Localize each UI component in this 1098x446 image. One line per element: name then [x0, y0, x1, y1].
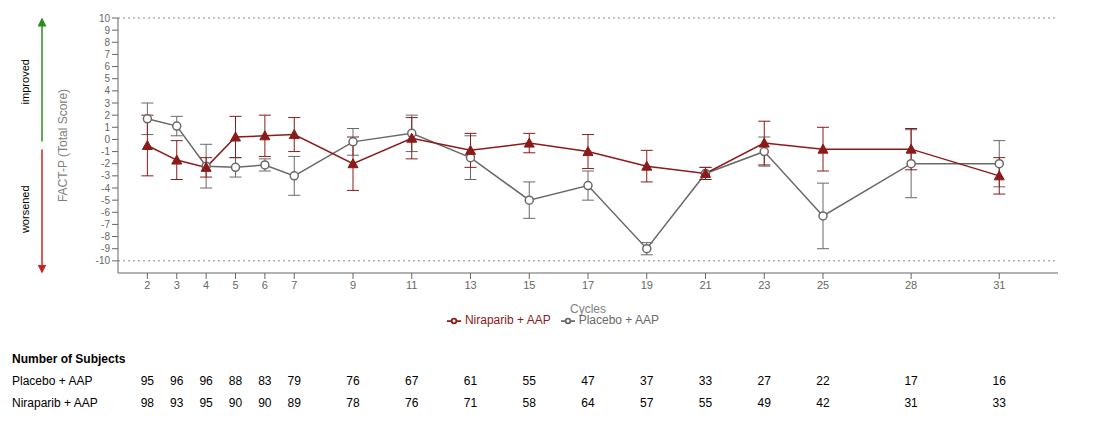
svg-text:6: 6	[262, 279, 268, 291]
html-text:42: 42	[816, 396, 830, 410]
html-text:57: 57	[640, 396, 654, 410]
html-text:16: 16	[992, 374, 1006, 388]
html-text:49: 49	[757, 396, 771, 410]
svg-text:2: 2	[144, 279, 150, 291]
svg-text:1: 1	[104, 122, 110, 133]
svg-text:Cycles: Cycles	[570, 302, 606, 316]
svg-text:25: 25	[817, 279, 829, 291]
html-text:98: 98	[140, 396, 155, 410]
svg-text:-5: -5	[101, 195, 110, 206]
svg-text:-3: -3	[101, 170, 110, 181]
svg-text:7: 7	[291, 279, 297, 291]
svg-text:-1: -1	[101, 146, 110, 157]
html-text:89: 89	[287, 396, 301, 410]
html-text:90: 90	[258, 396, 272, 410]
svg-text:-9: -9	[101, 243, 110, 254]
html-text:83: 83	[258, 374, 272, 388]
svg-text:0: 0	[104, 134, 110, 145]
html-text:55: 55	[522, 374, 536, 388]
svg-text:4: 4	[203, 279, 209, 291]
html-text:64: 64	[581, 396, 595, 410]
svg-text:19: 19	[641, 279, 653, 291]
svg-text:-8: -8	[101, 231, 110, 242]
html-text:37: 37	[640, 374, 654, 388]
svg-text:-6: -6	[101, 207, 110, 218]
html-text:78: 78	[346, 396, 360, 410]
html-text:22: 22	[816, 374, 830, 388]
svg-text:11: 11	[406, 279, 417, 291]
svg-text:improved: improved	[19, 59, 31, 104]
svg-text:2: 2	[104, 110, 110, 121]
html-text:33: 33	[992, 396, 1006, 410]
svg-text:13: 13	[464, 279, 476, 291]
html-text:76: 76	[346, 374, 360, 388]
html-text:93: 93	[170, 396, 184, 410]
html-text:Niraparib + AAP: Niraparib + AAP	[12, 396, 98, 410]
svg-text:31: 31	[993, 279, 1005, 291]
html-text:47: 47	[581, 374, 595, 388]
svg-text:5: 5	[104, 73, 110, 84]
svg-text:-7: -7	[101, 219, 110, 230]
svg-text:6: 6	[104, 61, 110, 72]
html-text:71: 71	[463, 396, 478, 410]
svg-text:4: 4	[104, 85, 110, 96]
svg-text:-10: -10	[96, 255, 111, 266]
html-text:90: 90	[228, 396, 243, 410]
html-text:Placebo + AAP: Placebo + AAP	[12, 374, 93, 388]
svg-text:-4: -4	[101, 183, 110, 194]
svg-text:7: 7	[104, 49, 110, 60]
svg-text:28: 28	[905, 279, 917, 291]
html-text:96: 96	[170, 374, 184, 388]
html-text:Number of Subjects: Number of Subjects	[12, 352, 126, 366]
html-text:17: 17	[904, 374, 918, 388]
html-text:31: 31	[904, 396, 918, 410]
svg-text:23: 23	[758, 279, 770, 291]
svg-text:10: 10	[99, 13, 111, 24]
html-text:27: 27	[757, 374, 771, 388]
html-text:88: 88	[228, 374, 243, 388]
svg-text:17: 17	[582, 279, 594, 291]
html-text:Niraparib + AAP: Niraparib + AAP	[464, 313, 551, 327]
svg-text:FACT-P (Total Score): FACT-P (Total Score)	[56, 89, 70, 202]
html-text:61: 61	[463, 374, 478, 388]
svg-text:9: 9	[350, 279, 356, 291]
html-text:76: 76	[405, 396, 419, 410]
html-text:96: 96	[199, 374, 213, 388]
html-text:Placebo + AAP: Placebo + AAP	[578, 313, 659, 327]
svg-text:9: 9	[104, 25, 110, 36]
html-text:79: 79	[287, 374, 301, 388]
svg-text:15: 15	[523, 279, 535, 291]
svg-text:worsened: worsened	[19, 185, 31, 234]
html-text:33: 33	[698, 374, 713, 388]
svg-text:5: 5	[232, 279, 238, 291]
html-text:95: 95	[199, 396, 213, 410]
svg-text:3: 3	[174, 279, 180, 291]
html-text:67: 67	[405, 374, 419, 388]
svg-text:21: 21	[699, 279, 711, 291]
html-text:95: 95	[140, 374, 155, 388]
html-text:55: 55	[698, 396, 713, 410]
html-text:58: 58	[522, 396, 536, 410]
svg-text:8: 8	[104, 37, 110, 48]
svg-text:-2: -2	[101, 158, 110, 169]
svg-text:3: 3	[104, 98, 110, 109]
